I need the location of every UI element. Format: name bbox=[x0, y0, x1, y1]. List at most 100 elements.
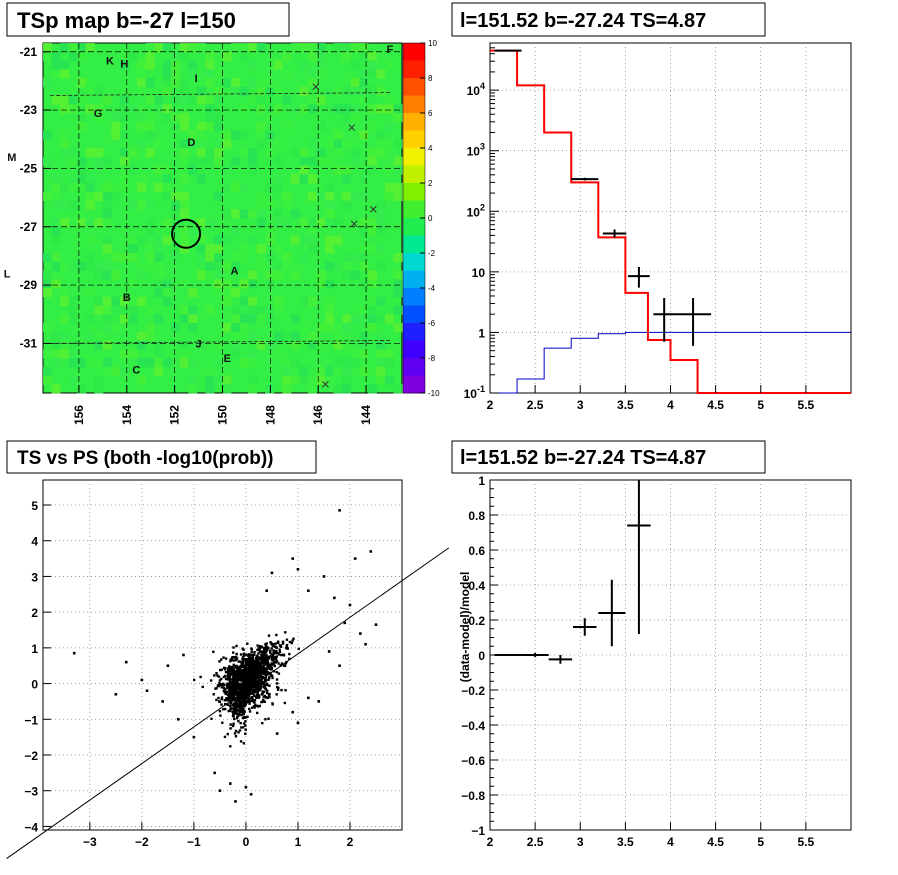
tsmap-pixel bbox=[111, 183, 121, 193]
tsmap-pixel bbox=[179, 226, 189, 236]
scatter-cloud-point bbox=[271, 657, 275, 660]
tsmap-pixel bbox=[359, 78, 369, 88]
tsmap-pixel bbox=[137, 340, 147, 350]
tsmap-pixel bbox=[384, 95, 394, 105]
scatter-cloud-point bbox=[264, 718, 267, 721]
tsmap-pixel bbox=[43, 43, 53, 53]
scatter-point bbox=[249, 792, 253, 796]
tsmap-pixel bbox=[239, 358, 249, 368]
tsmap-pixel bbox=[350, 156, 360, 166]
scatter-point bbox=[291, 557, 295, 560]
scatter-cloud-point bbox=[246, 657, 249, 661]
scatter-cloud-point bbox=[268, 677, 271, 680]
tsmap-pixel bbox=[102, 218, 112, 228]
scatter-cloud-point bbox=[288, 657, 291, 661]
tsmap-pixel bbox=[359, 174, 369, 184]
scatter-cloud-point bbox=[247, 675, 250, 678]
tsmap-pixel bbox=[231, 78, 241, 88]
scatter-cloud-point bbox=[226, 682, 229, 685]
tsmap-pixel bbox=[333, 139, 343, 149]
tsmap-pixel bbox=[384, 358, 394, 368]
scatter-cloud-point bbox=[262, 664, 266, 667]
scatter-cloud-point bbox=[246, 662, 249, 665]
tsmap-pixel bbox=[393, 113, 403, 123]
tsmap-pixel bbox=[376, 148, 386, 158]
tsmap-pixel bbox=[350, 270, 360, 280]
scatter-cloud-point bbox=[265, 690, 269, 693]
tsmap-pixel bbox=[231, 323, 241, 333]
scatter-cloud-point bbox=[242, 712, 245, 716]
tsmap-pixel bbox=[179, 95, 189, 105]
tsmap-pixel bbox=[273, 296, 283, 306]
tsmap-pixel bbox=[196, 156, 206, 166]
tsmap-pixel bbox=[273, 349, 283, 359]
scatter-cloud-point bbox=[252, 705, 256, 708]
scatter-cloud-point bbox=[248, 666, 251, 670]
tsmap-pixel bbox=[307, 156, 318, 166]
scatter-cloud-point bbox=[234, 673, 237, 677]
tsmap-pixel bbox=[248, 148, 258, 158]
tsmap-pixel bbox=[179, 340, 189, 350]
tsmap-pixel bbox=[119, 296, 129, 306]
tsmap-pixel bbox=[273, 261, 283, 271]
tsmap-pixel bbox=[256, 130, 266, 140]
scatter-cloud-point bbox=[227, 668, 231, 671]
tsmap-pixel bbox=[145, 113, 155, 123]
tsmap-source-label: G bbox=[94, 108, 103, 120]
scatter-y-tick-label: 3 bbox=[31, 570, 38, 584]
tsmap-pixel bbox=[376, 340, 386, 350]
tsmap-pixel bbox=[393, 323, 403, 333]
tsmap-pixel bbox=[325, 261, 335, 271]
scatter-point bbox=[338, 664, 341, 668]
tsmap-pixel bbox=[94, 86, 104, 96]
scatter-point bbox=[229, 782, 232, 785]
tsmap-panel: TSp map b=-27 l=150 K H I F G D M A L B J E C 156 154… bbox=[4, 2, 440, 425]
tsmap-pixel bbox=[265, 270, 275, 280]
tsmap-pixel bbox=[43, 191, 53, 201]
scatter-cloud-point bbox=[228, 709, 232, 712]
tsmap-pixel bbox=[307, 95, 318, 105]
scatter-cloud-point bbox=[231, 665, 234, 669]
scatter-cloud-point bbox=[234, 707, 237, 711]
tsmap-pixel bbox=[393, 305, 403, 315]
scatter-cloud-point bbox=[242, 742, 246, 745]
tsmap-pixel bbox=[102, 305, 112, 315]
scatter-cloud-point bbox=[253, 653, 256, 656]
scatter-cloud-point bbox=[252, 670, 256, 673]
scatter-cloud-point bbox=[277, 662, 280, 665]
tsmap-pixel bbox=[77, 358, 87, 368]
tsmap-pixel bbox=[384, 349, 394, 359]
tsmap-pixel bbox=[154, 139, 164, 149]
scatter-point bbox=[333, 596, 336, 600]
scatter-cloud-point bbox=[257, 687, 260, 691]
tsmap-pixel bbox=[282, 366, 292, 376]
scatter-cloud-point bbox=[216, 674, 219, 677]
scatter-cloud-point bbox=[249, 674, 252, 677]
tsmap-pixel bbox=[350, 253, 360, 263]
scatter-cloud-point bbox=[253, 683, 257, 687]
scatter-cloud-point bbox=[250, 664, 254, 667]
scatter-cloud-point bbox=[266, 646, 269, 649]
scatter-cloud-point bbox=[231, 683, 235, 686]
scatter-point bbox=[182, 653, 185, 657]
scatter-y-tick-label: −2 bbox=[24, 749, 38, 763]
scatter-cloud-point bbox=[232, 695, 235, 698]
tsmap-pixel bbox=[333, 86, 343, 96]
tsmap-pixel bbox=[384, 375, 394, 385]
scatter-cloud-point bbox=[268, 692, 271, 696]
scatter-cloud-point bbox=[229, 723, 232, 726]
tsmap-pixel bbox=[205, 51, 215, 61]
tsmap-pixel bbox=[333, 358, 343, 368]
tsmap-pixel bbox=[60, 43, 70, 53]
tsmap-pixel bbox=[256, 104, 266, 114]
scatter-cloud-point bbox=[277, 653, 281, 656]
scatter-cloud-point bbox=[250, 682, 253, 686]
tsmap-pixel bbox=[171, 95, 181, 105]
tsmap-colorbar: 10 8 6 4 2 0 -2 -4 -6 -8 -10 bbox=[402, 39, 440, 398]
tsmap-pixel bbox=[307, 191, 318, 201]
scatter-cloud-point bbox=[236, 709, 239, 712]
tsmap-source-label: L bbox=[4, 268, 11, 280]
tsmap-pixel bbox=[213, 69, 223, 79]
spectrum-data-point bbox=[653, 298, 676, 342]
scatter-cloud-point bbox=[274, 661, 277, 664]
